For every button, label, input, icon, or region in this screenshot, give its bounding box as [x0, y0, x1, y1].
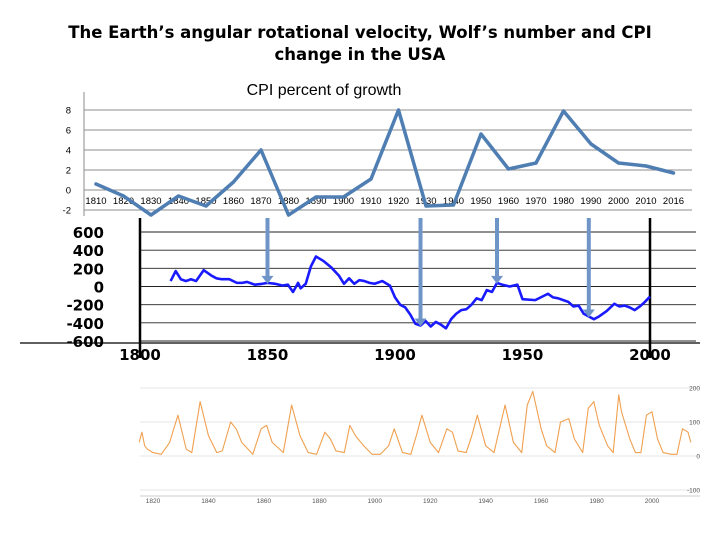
cpi-series-line	[94, 108, 676, 217]
velocity-x-tick-label: 1850	[247, 346, 289, 364]
wolf-y-tick-label: 0	[696, 454, 700, 461]
cpi-x-tick-label: 1870	[250, 196, 271, 207]
wolf-x-tick-label: 1880	[312, 498, 327, 505]
cpi-data-point	[561, 109, 566, 113]
velocity-y-tick-label: -400	[66, 315, 104, 333]
cpi-data-point	[396, 108, 401, 112]
cpi-x-tick-label: 1830	[140, 196, 161, 207]
wolf-y-tick-label: 200	[689, 386, 700, 393]
slide-title-line-2: change in the USA	[274, 45, 446, 64]
cpi-x-tick-label: 2010	[635, 196, 656, 207]
cpi-y-tick-label: 8	[66, 106, 71, 117]
cpi-data-point	[616, 161, 621, 165]
cpi-y-tick-label: 0	[66, 186, 71, 197]
wolf-x-tick-label: 1960	[534, 498, 549, 505]
wolf-y-tick-label: -100	[687, 488, 700, 495]
wolf-number-chart: 200 100 0 -100 1820 1840 1860 1880 1900 1920 1940 1…	[138, 386, 700, 505]
cpi-x-tick-label: 1880	[278, 196, 299, 207]
velocity-marker-arrowhead	[582, 309, 595, 318]
cpi-x-tick-label: 1850	[195, 196, 216, 207]
wolf-y-tick-label: 100	[689, 420, 700, 427]
cpi-data-point	[259, 148, 263, 152]
cpi-data-point	[506, 167, 511, 171]
cpi-y-tick-label: -2	[63, 206, 71, 217]
velocity-marker-arrowhead	[491, 275, 503, 284]
velocity-y-tick-label: -600	[66, 333, 104, 351]
cpi-growth-chart: CPI percent of growth -2 0 2 4 6 8 1810 1820 1830…	[63, 82, 692, 217]
wolf-x-tick-label: 1840	[201, 498, 216, 505]
cpi-y-tick-label: 6	[66, 126, 71, 137]
velocity-y-tick-label: -200	[66, 297, 104, 315]
velocity-x-tick-label: 2000	[629, 346, 671, 364]
cpi-x-tick-label: 1900	[333, 196, 354, 207]
velocity-marker-arrowhead	[414, 318, 427, 327]
cpi-x-tick-label: 1860	[223, 196, 244, 207]
cpi-data-point	[94, 182, 98, 186]
cpi-data-point	[424, 204, 428, 208]
wolf-x-tick-label: 1860	[257, 498, 272, 505]
wolf-x-tick-label: 1980	[589, 498, 604, 505]
cpi-x-tick-label: 1890	[305, 196, 326, 207]
velocity-series-line	[169, 255, 651, 330]
wolf-x-tick-label: 1820	[146, 498, 161, 505]
velocity-y-tick-label: 0	[94, 279, 104, 297]
cpi-data-point	[534, 161, 538, 165]
cpi-data-point	[644, 164, 648, 168]
wolf-x-tick-label: 1920	[423, 498, 438, 505]
velocity-x-tick-label: 1950	[502, 346, 544, 364]
cpi-x-tick-label: 2016	[663, 196, 684, 207]
wolf-x-tick-label: 1940	[478, 498, 493, 505]
cpi-x-tick-label: 2000	[608, 196, 629, 207]
cpi-x-tick-label: 1960	[498, 196, 519, 207]
cpi-data-point	[149, 213, 153, 217]
cpi-data-point	[369, 177, 373, 181]
cpi-data-point	[451, 203, 456, 207]
cpi-x-tick-label: 1970	[525, 196, 546, 207]
cpi-data-point	[286, 213, 291, 217]
velocity-y-tick-label: 400	[73, 242, 104, 260]
cpi-data-point	[589, 142, 593, 146]
cpi-data-point	[121, 194, 126, 198]
cpi-y-tick-label: 4	[66, 146, 71, 157]
velocity-marker-arrowhead	[261, 275, 274, 284]
cpi-data-point	[314, 195, 318, 199]
cpi-x-tick-label: 1990	[580, 196, 601, 207]
cpi-data-point	[479, 132, 483, 136]
cpi-x-tick-label: 1950	[470, 196, 491, 207]
cpi-x-tick-label: 1910	[360, 196, 381, 207]
cpi-data-point	[341, 195, 346, 199]
cpi-chart-title: CPI percent of growth	[247, 82, 402, 99]
cpi-x-tick-label: 1820	[113, 196, 134, 207]
velocity-x-tick-label: 1800	[119, 346, 161, 364]
cpi-y-tick-label: 2	[66, 166, 71, 177]
wolf-x-tick-label: 1900	[368, 498, 383, 505]
cpi-x-tick-label: 1980	[553, 196, 574, 207]
cpi-data-point	[231, 180, 236, 184]
velocity-y-tick-label: 600	[73, 224, 104, 242]
wolf-series-line	[138, 390, 692, 455]
cpi-x-tick-label: 1920	[388, 196, 409, 207]
wolf-x-tick-label: 2000	[645, 498, 660, 505]
cpi-data-point	[176, 194, 181, 198]
velocity-x-tick-label: 1900	[374, 346, 416, 364]
slide-title: The Earth’s angular rotational velocity,…	[40, 22, 680, 66]
cpi-x-tick-label: 1840	[168, 196, 189, 207]
cpi-data-point	[671, 171, 676, 175]
slide-title-line-1: The Earth’s angular rotational velocity,…	[68, 23, 652, 42]
cpi-data-point	[204, 204, 208, 208]
velocity-y-tick-label: 200	[73, 260, 104, 278]
cpi-x-tick-label: 1810	[85, 196, 106, 207]
